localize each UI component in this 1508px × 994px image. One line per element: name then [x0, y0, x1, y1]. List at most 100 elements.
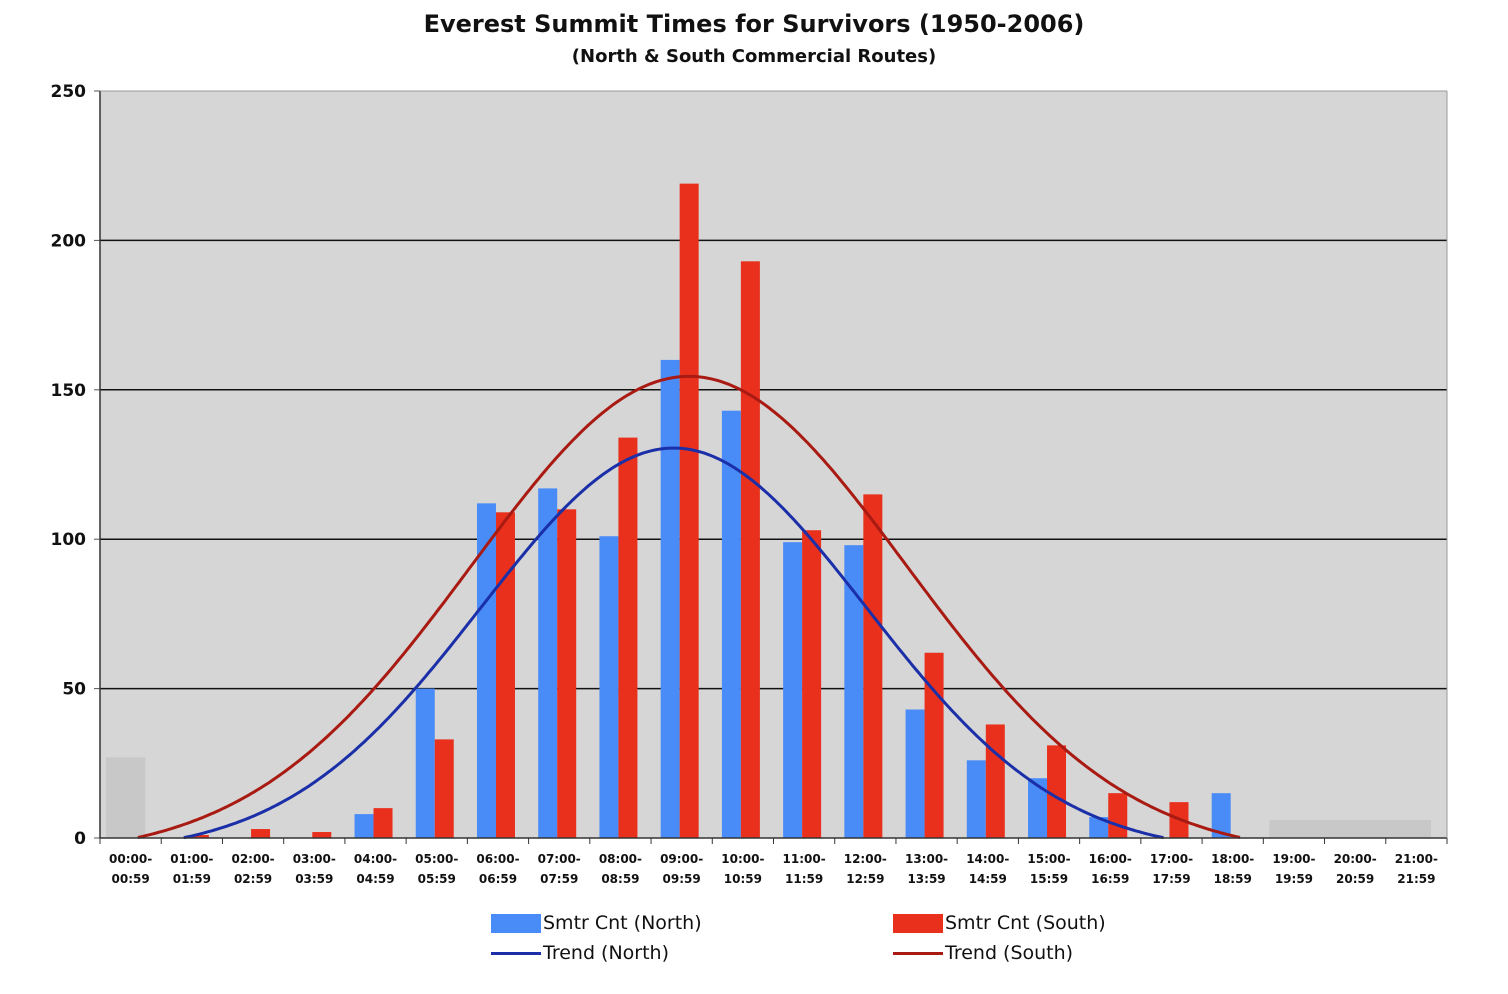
y-tick-label: 50 [62, 680, 86, 700]
x-tick-label: 20:59 [1336, 872, 1374, 886]
x-tick-label: 05:59 [418, 872, 456, 886]
bar-south [495, 512, 515, 838]
x-tick-label: 19:59 [1275, 872, 1313, 886]
x-tick-label: 14:59 [969, 872, 1007, 886]
bar-north [844, 545, 864, 838]
x-tick-label: 11:00- [783, 852, 826, 866]
bar-south [373, 808, 393, 838]
x-tick-label: 11:59 [785, 872, 823, 886]
bar-south [251, 829, 271, 838]
x-tick-label: 06:59 [479, 872, 517, 886]
x-tick-label: 10:59 [724, 872, 762, 886]
y-tick-label: 100 [51, 530, 87, 550]
plot-background [100, 91, 1447, 838]
bar-south [679, 183, 699, 839]
bar-south [618, 437, 638, 838]
bar-south [924, 652, 944, 838]
bar-north [538, 488, 558, 838]
y-tick-label: 200 [51, 231, 87, 251]
x-tick-label: 18:59 [1214, 872, 1252, 886]
y-tick-label: 250 [51, 82, 87, 102]
bar-south [740, 261, 760, 838]
bar-north [599, 536, 619, 838]
bar-north [1028, 778, 1048, 838]
trend-line-north [183, 446, 1164, 840]
bar-north [966, 760, 986, 838]
x-tick-label: 05:00- [415, 852, 458, 866]
x-tick-label: 09:59 [663, 872, 701, 886]
bar-south [1047, 745, 1067, 838]
x-tick-label: 17:00- [1150, 852, 1193, 866]
x-tick-label: 06:00- [476, 852, 519, 866]
x-tick-label: 16:00- [1089, 852, 1132, 866]
bar-south [434, 739, 454, 838]
y-tick-label: 0 [74, 829, 86, 849]
legend-swatch-north [491, 913, 541, 933]
x-tick-label: 13:59 [907, 872, 945, 886]
x-tick-label: 00:59 [112, 872, 150, 886]
x-tick-label: 21:59 [1397, 872, 1435, 886]
x-tick-label: 04:59 [356, 872, 394, 886]
shaded-region-1 [1269, 820, 1431, 838]
x-tick-label: 15:59 [1030, 872, 1068, 886]
x-tick-label: 18:00- [1211, 852, 1254, 866]
legend-north-trend: Trend (North) [491, 940, 669, 966]
x-tick-label: 12:59 [846, 872, 884, 886]
legend-south-bars: Smtr Cnt (South) [893, 910, 1106, 936]
x-tick-label: 21:00- [1395, 852, 1438, 866]
x-tick-label: 07:59 [540, 872, 578, 886]
x-tick-label: 03:59 [295, 872, 333, 886]
shaded-region-0 [106, 757, 146, 838]
bar-north [415, 688, 435, 838]
bar-north [660, 359, 680, 838]
bar-north [721, 410, 741, 838]
x-tick-label: 14:00- [966, 852, 1009, 866]
chart-subtitle: (North & South Commercial Routes) [571, 46, 937, 67]
x-tick-label: 04:00- [354, 852, 397, 866]
legend-label-trend-south: Trend (South) [945, 942, 1074, 964]
chart-title: Everest Summit Times for Survivors (1950… [423, 10, 1085, 38]
bar-south [802, 530, 822, 838]
x-tick-label: 00:00- [109, 852, 152, 866]
bar-south [557, 509, 577, 838]
bar-south [312, 832, 332, 838]
x-tick-label: 16:59 [1091, 872, 1129, 886]
x-tick-label: 03:00- [293, 852, 336, 866]
bar-south [863, 494, 883, 838]
x-tick-label: 17:59 [1152, 872, 1190, 886]
bar-north [476, 503, 496, 838]
bar-north [354, 814, 374, 838]
legend-north-bars: Smtr Cnt (North) [491, 910, 702, 936]
bar-north [1089, 817, 1109, 838]
bar-north [783, 542, 803, 838]
x-tick-label: 20:00- [1334, 852, 1377, 866]
x-tick-label: 01:00- [170, 852, 213, 866]
bar-north [905, 709, 925, 838]
x-tick-label: 08:00- [599, 852, 642, 866]
bar-south [1108, 793, 1128, 838]
x-tick-label: 12:00- [844, 852, 887, 866]
legend-line-south [893, 951, 943, 955]
x-tick-label: 01:59 [173, 872, 211, 886]
bar-south [189, 835, 209, 838]
trend-line-south [137, 374, 1241, 839]
x-tick-label: 15:00- [1027, 852, 1070, 866]
legend-label-south: Smtr Cnt (South) [945, 912, 1106, 934]
x-tick-label: 02:59 [234, 872, 272, 886]
x-tick-label: 08:59 [601, 872, 639, 886]
x-tick-label: 13:00- [905, 852, 948, 866]
legend-south-trend: Trend (South) [893, 940, 1073, 966]
y-tick-label: 150 [51, 381, 87, 401]
x-tick-label: 19:00- [1272, 852, 1315, 866]
x-tick-label: 09:00- [660, 852, 703, 866]
bar-south [985, 724, 1005, 838]
x-tick-label: 07:00- [538, 852, 581, 866]
legend-swatch-south [893, 913, 943, 933]
x-tick-label: 10:00- [721, 852, 764, 866]
legend-label-trend-north: Trend (North) [543, 942, 670, 964]
legend-line-north [491, 951, 541, 955]
bar-north [1211, 793, 1231, 838]
x-tick-label: 02:00- [231, 852, 274, 866]
legend-label-north: Smtr Cnt (North) [543, 912, 702, 934]
